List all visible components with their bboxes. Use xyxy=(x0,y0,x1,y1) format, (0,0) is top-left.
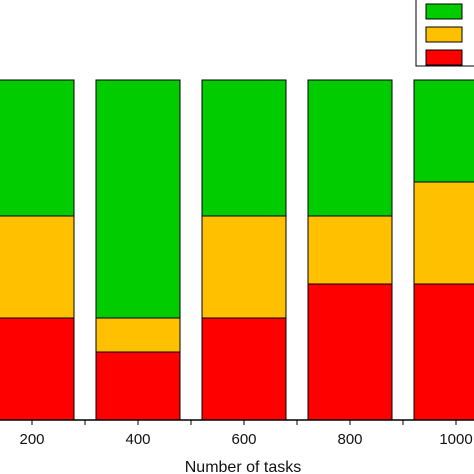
x-axis-title: Number of tasks xyxy=(185,459,301,474)
bar-segment-600-series-1 xyxy=(201,317,287,421)
bar-segment-600-series-2 xyxy=(201,215,287,319)
x-tick-label: 400 xyxy=(125,431,150,448)
bar-segment-1000-series-1 xyxy=(413,283,474,421)
bar-segment-400-series-1 xyxy=(95,351,181,421)
legend-swatch-series-1 xyxy=(425,49,463,66)
bar-segment-600-series-3 xyxy=(201,79,287,217)
x-tick-label: 800 xyxy=(337,431,362,448)
bar-segment-800-series-1 xyxy=(307,283,393,421)
legend xyxy=(415,0,474,67)
bar-segment-1000-series-3 xyxy=(413,79,474,183)
bar-segment-200-series-2 xyxy=(0,215,75,319)
bar-segment-800-series-3 xyxy=(307,79,393,217)
bar-segment-400-series-2 xyxy=(95,317,181,353)
x-tick-label: 200 xyxy=(19,431,44,448)
x-tick-labels: 200 400 600 800 1000 xyxy=(19,420,473,448)
bar-segment-800-series-2 xyxy=(307,215,393,285)
legend-swatch-series-3 xyxy=(425,3,463,20)
bar-segment-200-series-1 xyxy=(0,317,75,421)
legend-swatch-series-2 xyxy=(425,26,463,43)
bar-segment-400-series-3 xyxy=(95,79,181,319)
bars-layer xyxy=(0,79,474,421)
x-tick-label: 600 xyxy=(231,431,256,448)
x-tick-label: 1000 xyxy=(439,431,472,448)
bar-segment-1000-series-2 xyxy=(413,181,474,285)
bar-segment-200-series-3 xyxy=(0,79,75,217)
